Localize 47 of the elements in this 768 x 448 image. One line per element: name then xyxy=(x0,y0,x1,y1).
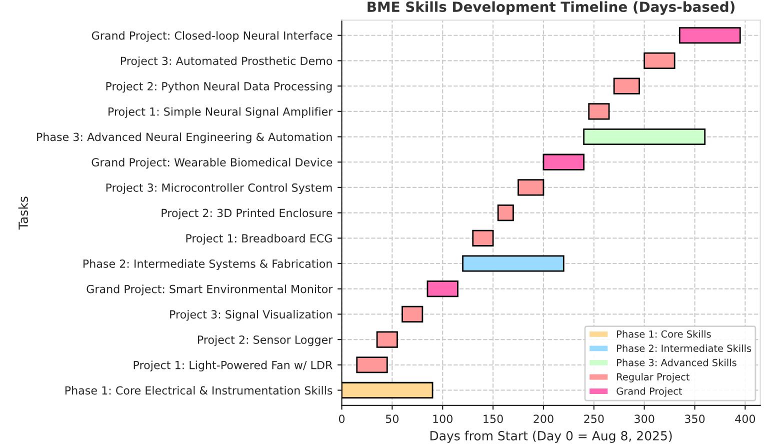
bar xyxy=(613,78,640,94)
bar xyxy=(583,128,706,146)
bar xyxy=(472,230,494,246)
x-tick-label: 50 xyxy=(386,414,399,424)
x-tick-label: 400 xyxy=(735,414,756,424)
y-tick-label: Project 1: Light-Powered Fan w/ LDR xyxy=(134,360,332,372)
y-tick-label: Grand Project: Wearable Biomedical Device xyxy=(92,158,332,169)
y-tick-label: Phase 1: Core Electrical & Instrumentation Skills xyxy=(65,386,332,395)
legend-label: Regular Project xyxy=(617,373,690,382)
y-tick-label: Project 2: 3D Printed Enclosure xyxy=(162,208,332,220)
bar xyxy=(497,204,514,222)
x-tick-label: 300 xyxy=(634,414,654,424)
x-tick-label: 200 xyxy=(534,414,554,424)
y-tick-label: Project 2: Sensor Logger xyxy=(198,335,333,346)
bar xyxy=(356,356,388,374)
y-tick-label: Project 1: Breadboard ECG xyxy=(186,234,332,245)
legend-label: Phase 2: Intermediate Skills xyxy=(617,344,752,352)
y-axis-title: Tasks xyxy=(18,196,28,230)
bar xyxy=(376,331,398,348)
x-tick-label: 0 xyxy=(338,414,345,424)
bar xyxy=(402,306,424,322)
legend-label: Grand Project xyxy=(616,387,682,397)
x-tick-label: 250 xyxy=(584,414,604,424)
y-tick-label: Grand Project: Smart Environmental Monitor xyxy=(86,284,333,296)
y-tick-label: Project 3: Signal Visualization xyxy=(170,310,332,321)
y-tick-label: Project 2: Python Neural Data Processing xyxy=(106,82,332,93)
bar xyxy=(678,27,741,44)
y-tick-label: Grand Project: Closed-loop Neural Interface xyxy=(92,31,332,42)
x-tick-label: 350 xyxy=(685,414,705,424)
bar xyxy=(644,52,676,70)
y-tick-label: Phase 3: Advanced Neural Engineering & Automation xyxy=(37,132,332,144)
x-tick-label: 150 xyxy=(484,414,503,424)
bar xyxy=(518,179,544,196)
bar xyxy=(342,382,434,399)
legend-label: Phase 3: Advanced Skills xyxy=(617,358,736,366)
x-axis-title: Days from Start (Day 0 = Aug 8, 2025) xyxy=(430,430,672,443)
bar xyxy=(542,154,585,170)
y-tick-label: Project 1: Simple Neural Signal Amplifier xyxy=(108,107,333,118)
bar xyxy=(462,255,564,272)
x-tick-label: 100 xyxy=(433,414,452,424)
bar xyxy=(426,280,458,298)
bar xyxy=(588,103,610,120)
y-tick-label: Project 3: Microcontroller Control System xyxy=(106,183,332,194)
legend-label: Phase 1: Core Skills xyxy=(617,330,711,338)
y-tick-label: Phase 2: Intermediate Systems & Fabrication xyxy=(84,259,332,270)
y-tick-label: Project 3: Automated Prosthetic Demo xyxy=(120,56,332,68)
chart-title: BME Skills Development Timeline (Days-based) xyxy=(368,1,734,15)
